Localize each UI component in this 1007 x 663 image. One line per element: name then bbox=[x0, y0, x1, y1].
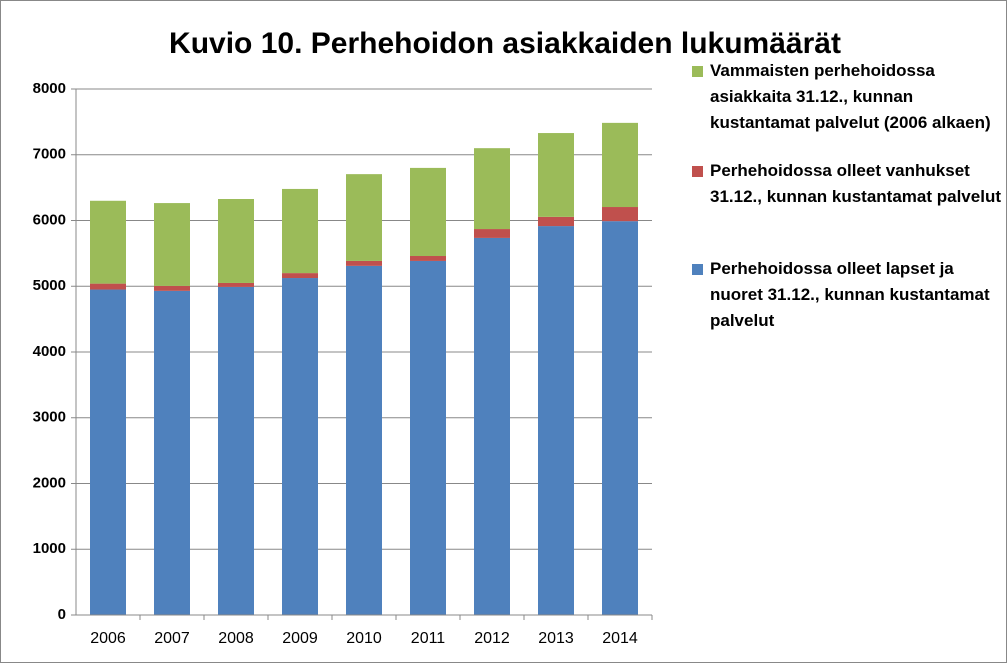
y-tick-label: 3000 bbox=[33, 409, 66, 426]
bar-segment bbox=[410, 260, 446, 615]
legend-swatch bbox=[692, 264, 703, 275]
bar-segment bbox=[474, 229, 510, 238]
bar-segment bbox=[282, 273, 318, 279]
bar-segment bbox=[538, 226, 574, 615]
x-tick-label: 2008 bbox=[218, 630, 254, 647]
y-tick-label: 0 bbox=[58, 606, 66, 623]
bar-segment bbox=[90, 289, 126, 615]
legend-label: Perhehoidossa olleet vanhukset 31.12., k… bbox=[710, 161, 1001, 206]
bar-segment bbox=[474, 148, 510, 230]
bar-segment bbox=[538, 133, 574, 217]
legend-item: Vammaisten perhehoidossa asiakkaita 31.1… bbox=[692, 58, 1004, 136]
x-tick-label: 2010 bbox=[346, 630, 382, 647]
x-tick-label: 2012 bbox=[474, 630, 510, 647]
bar-segment bbox=[218, 282, 254, 287]
bar-segment bbox=[154, 290, 190, 615]
bar-segment bbox=[602, 207, 638, 222]
chart-title: Kuvio 10. Perhehoidon asiakkaiden lukumä… bbox=[169, 27, 841, 60]
bar-segment bbox=[218, 286, 254, 615]
legend-swatch bbox=[692, 66, 703, 77]
bar-segment bbox=[602, 221, 638, 615]
bar-segment bbox=[538, 216, 574, 227]
y-tick-label: 6000 bbox=[33, 211, 66, 228]
legend-item: Perhehoidossa olleet lapset ja nuoret 31… bbox=[692, 256, 1004, 334]
x-tick-label: 2006 bbox=[90, 630, 126, 647]
y-tick-label: 4000 bbox=[33, 343, 66, 360]
bar-segment bbox=[602, 122, 638, 208]
legend: Vammaisten perhehoidossa asiakkaita 31.1… bbox=[692, 58, 1004, 380]
bar-segment bbox=[90, 200, 126, 284]
bar-segment bbox=[90, 283, 126, 290]
bar-segment bbox=[410, 167, 446, 257]
x-tick-label: 2014 bbox=[602, 630, 638, 647]
bar-segment bbox=[346, 174, 382, 261]
y-tick-label: 2000 bbox=[33, 474, 66, 491]
bar-segment bbox=[154, 203, 190, 286]
x-tick-label: 2009 bbox=[282, 630, 318, 647]
bar-segment bbox=[346, 265, 382, 615]
y-tick-label: 1000 bbox=[33, 540, 66, 557]
x-tick-label: 2007 bbox=[154, 630, 190, 647]
legend-swatch bbox=[692, 166, 703, 177]
bar-segment bbox=[154, 285, 190, 291]
bar-segment bbox=[282, 188, 318, 274]
bar-segment bbox=[346, 260, 382, 266]
bar-segment bbox=[282, 278, 318, 615]
x-tick-label: 2013 bbox=[538, 630, 574, 647]
bar-segment bbox=[474, 237, 510, 615]
bar-segment bbox=[218, 198, 254, 283]
y-tick-label: 7000 bbox=[33, 146, 66, 163]
legend-item: Perhehoidossa olleet vanhukset 31.12., k… bbox=[692, 158, 1004, 210]
bar-segment bbox=[410, 256, 446, 261]
y-tick-label: 8000 bbox=[33, 80, 66, 97]
legend-label: Perhehoidossa olleet lapset ja nuoret 31… bbox=[710, 259, 990, 330]
legend-label: Vammaisten perhehoidossa asiakkaita 31.1… bbox=[710, 61, 991, 132]
x-tick-label: 2011 bbox=[411, 630, 446, 647]
y-tick-label: 5000 bbox=[33, 277, 66, 294]
